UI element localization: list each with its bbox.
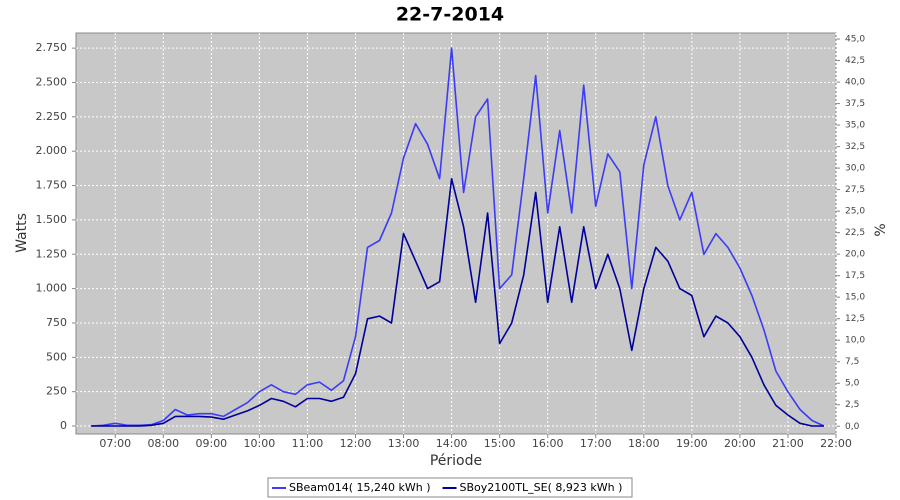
y2-tick-label: 20,0 [845, 250, 865, 260]
legend-label: SBoy2100TL_SE( 8,923 kWh ) [460, 481, 623, 494]
y-tick-label: 1.250 [36, 247, 68, 260]
x-tick-label: 19:00 [676, 437, 708, 450]
x-tick-label: 12:00 [340, 437, 372, 450]
y-tick-label: 2.750 [36, 41, 68, 54]
series-line [91, 177, 824, 427]
x-tick-label: 18:00 [628, 437, 660, 450]
y2-tick-label: 27,5 [845, 185, 865, 195]
x-tick-label: 16:00 [532, 437, 564, 450]
y-tick-label: 2.000 [36, 144, 68, 157]
y2-tick-label: 10,0 [845, 336, 865, 346]
y2-tick-label: 17,5 [845, 271, 865, 281]
y-tick-label: 250 [46, 385, 67, 398]
x-tick-label: 21:00 [772, 437, 804, 450]
y2-tick-label: 42,5 [845, 56, 865, 66]
y-tick-label: 2.500 [36, 75, 68, 88]
x-tick-label: 11:00 [292, 437, 324, 450]
y2-tick-label: 15,0 [845, 293, 865, 303]
y-tick-label: 750 [46, 316, 67, 329]
y2-tick-label: 2,5 [845, 400, 859, 410]
chart-title: 22-7-2014 [396, 4, 504, 26]
y-tick-label: 2.250 [36, 110, 68, 123]
y2-tick-label: 37,5 [845, 99, 865, 109]
y2-tick-label: 25,0 [845, 207, 865, 217]
legend-label: SBeam014( 15,240 kWh ) [289, 481, 431, 494]
y2-tick-label: 40,0 [845, 78, 865, 88]
y2-tick-label: 22,5 [845, 228, 865, 238]
y-tick-label: 0 [60, 419, 67, 432]
y2-tick-label: 0,0 [845, 422, 860, 432]
y2-tick-label: 12,5 [845, 314, 865, 324]
y2-tick-label: 30,0 [845, 164, 865, 174]
x-tick-label: 13:00 [388, 437, 420, 450]
x-axis-title: Période [430, 453, 482, 469]
y2-tick-label: 7,5 [845, 357, 859, 367]
y-axis-title: Watts [14, 213, 30, 253]
x-tick-label: 14:00 [436, 437, 468, 450]
x-tick-label: 17:00 [580, 437, 612, 450]
x-tick-label: 20:00 [724, 437, 756, 450]
x-tick-label: 07:00 [99, 437, 131, 450]
y-tick-label: 500 [46, 350, 67, 363]
y2-tick-label: 5,0 [845, 379, 860, 389]
x-tick-label: 08:00 [147, 437, 179, 450]
y2-tick-label: 32,5 [845, 142, 865, 152]
y-tick-label: 1.000 [36, 282, 68, 295]
x-tick-label: 09:00 [195, 437, 227, 450]
y-tick-label: 1.750 [36, 179, 68, 192]
y-tick-label: 1.500 [36, 213, 68, 226]
x-tick-label: 15:00 [484, 437, 516, 450]
y2-tick-label: 35,0 [845, 121, 865, 131]
series-line [91, 47, 825, 427]
x-tick-label: 22:00 [820, 437, 852, 450]
y2-axis-title: % [873, 223, 889, 236]
y2-tick-label: 45,0 [845, 35, 865, 45]
x-tick-label: 10:00 [244, 437, 276, 450]
